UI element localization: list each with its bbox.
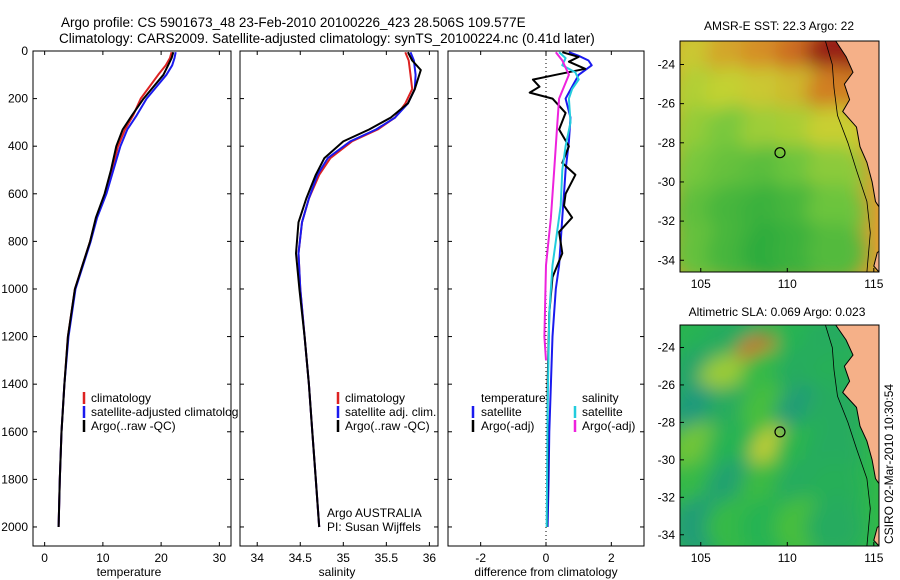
sla-lat-tick-label: -24 [658, 340, 676, 354]
temperature-axis-label: temperature [97, 565, 162, 579]
sla-map-field [680, 325, 879, 546]
x-tick-label: 34 [251, 551, 265, 565]
depth-tick-label: 1200 [1, 330, 28, 344]
sla-profile-marker [774, 426, 786, 438]
sla-cell [805, 497, 866, 546]
legend-label-temp-satellite: satellite [481, 405, 522, 419]
x-tick-label: 10 [96, 551, 110, 565]
salinity-legend: climatology satellite adj. clim. Argo(..… [336, 391, 436, 433]
legend-label-sal-satellite: satellite [582, 405, 623, 419]
depth-tick-label: 2000 [1, 520, 28, 534]
sst-map-title: AMSR-E SST: 22.3 Argo: 22 [704, 19, 854, 33]
salinity-axis-label: salinity [319, 565, 356, 579]
sst-lat-tick-label: -28 [658, 136, 676, 150]
legend-heading-salinity: salinity [582, 391, 619, 405]
legend-label-satellite: satellite-adjusted climatolog [91, 405, 238, 419]
temperature-panel-frame [32, 50, 232, 547]
legend-label-satellite: satellite adj. clim. [345, 405, 436, 419]
salinity-satellite-line [545, 51, 580, 528]
sla-lat-tick-label: -34 [658, 528, 676, 542]
x-tick-label: 0 [41, 551, 48, 565]
sst-profile-marker [774, 147, 786, 159]
legend-label-climatology: climatology [91, 391, 151, 405]
legend-label-climatology: climatology [345, 391, 405, 405]
legend-label-temp-argo: Argo(-adj) [481, 419, 534, 433]
salinity-argo-adj--line [543, 51, 570, 361]
x-tick-label: 35.5 [375, 551, 399, 565]
x-tick-label: -2 [475, 551, 486, 565]
float-program-label: Argo AUSTRALIA [327, 506, 422, 520]
sla-map-frame [679, 324, 880, 547]
x-tick-label: 35 [337, 551, 351, 565]
sst-lon-tick-label: 110 [778, 277, 797, 291]
argo-raw-qc--line [295, 51, 422, 528]
sst-lon-tick-label: 105 [691, 277, 711, 291]
sst-map-field [680, 41, 879, 272]
legend-heading-temperature: temperature [481, 391, 546, 405]
difference-axis-label: difference from climatology [474, 565, 617, 579]
sla-lat-tick-label: -26 [658, 378, 676, 392]
temperature-satellite-line [546, 51, 593, 528]
sst-map-frame [679, 40, 880, 273]
depth-tick-label: 200 [8, 92, 28, 106]
sst-shelf-contour [825, 41, 871, 272]
depth-tick-label: 600 [8, 187, 28, 201]
sst-lat-tick-label: -24 [658, 57, 676, 71]
depth-tick-label: 400 [8, 139, 28, 153]
sst-cell [805, 222, 866, 272]
sla-map-title: Altimetric SLA: 0.069 Argo: 0.023 [689, 305, 866, 319]
x-tick-label: 0 [543, 551, 550, 565]
legend-label-argo: Argo(..raw -QC) [345, 419, 430, 433]
difference-legend: temperature satellite Argo(-adj) salinit… [471, 391, 635, 433]
sla-land [835, 325, 879, 546]
sst-land [835, 41, 879, 272]
figure-title-line1: Argo profile: CS 5901673_48 23-Feb-2010 … [61, 15, 526, 30]
sst-lat-tick-label: -26 [658, 97, 676, 111]
salinity-panel-frame [239, 50, 439, 547]
sla-lat-tick-label: -28 [658, 415, 676, 429]
sst-lat-tick-label: -34 [658, 253, 676, 267]
sla-lat-tick-label: -30 [658, 453, 676, 467]
argo-raw-qc--line [57, 51, 175, 528]
depth-tick-label: 1800 [1, 472, 28, 486]
figure-title-line2: Climatology: CARS2009. Satellite-adjuste… [59, 31, 595, 46]
legend-label-sal-argo: Argo(-adj) [582, 419, 635, 433]
sla-lat-tick-label: -32 [658, 490, 676, 504]
float-pi-label: PI: Susan Wijffels [327, 520, 421, 534]
sst-lat-tick-label: -32 [658, 214, 676, 228]
sla-lon-tick-label: 110 [778, 551, 797, 565]
sla-lon-tick-label: 115 [864, 551, 883, 565]
sla-shelf-contour [825, 325, 871, 546]
sla-lon-tick-label: 105 [691, 551, 711, 565]
sst-lon-tick-label: 115 [864, 277, 883, 291]
depth-tick-label: 1000 [1, 282, 28, 296]
sst-lat-tick-label: -30 [658, 175, 676, 189]
x-tick-label: 20 [154, 551, 168, 565]
x-tick-label: 2 [608, 551, 615, 565]
x-tick-label: 34.5 [289, 551, 313, 565]
legend-label-argo: Argo(..raw -QC) [91, 419, 176, 433]
x-tick-label: 30 [213, 551, 227, 565]
temperature-legend: climatology satellite-adjusted climatolo… [82, 391, 238, 433]
side-timestamp-label: CSIRO 02-Mar-2010 10:30:54 [882, 384, 896, 544]
x-tick-label: 36 [423, 551, 437, 565]
depth-tick-label: 1400 [1, 377, 28, 391]
depth-tick-label: 1600 [1, 425, 28, 439]
depth-tick-label: 0 [21, 44, 28, 58]
depth-tick-label: 800 [8, 234, 28, 248]
